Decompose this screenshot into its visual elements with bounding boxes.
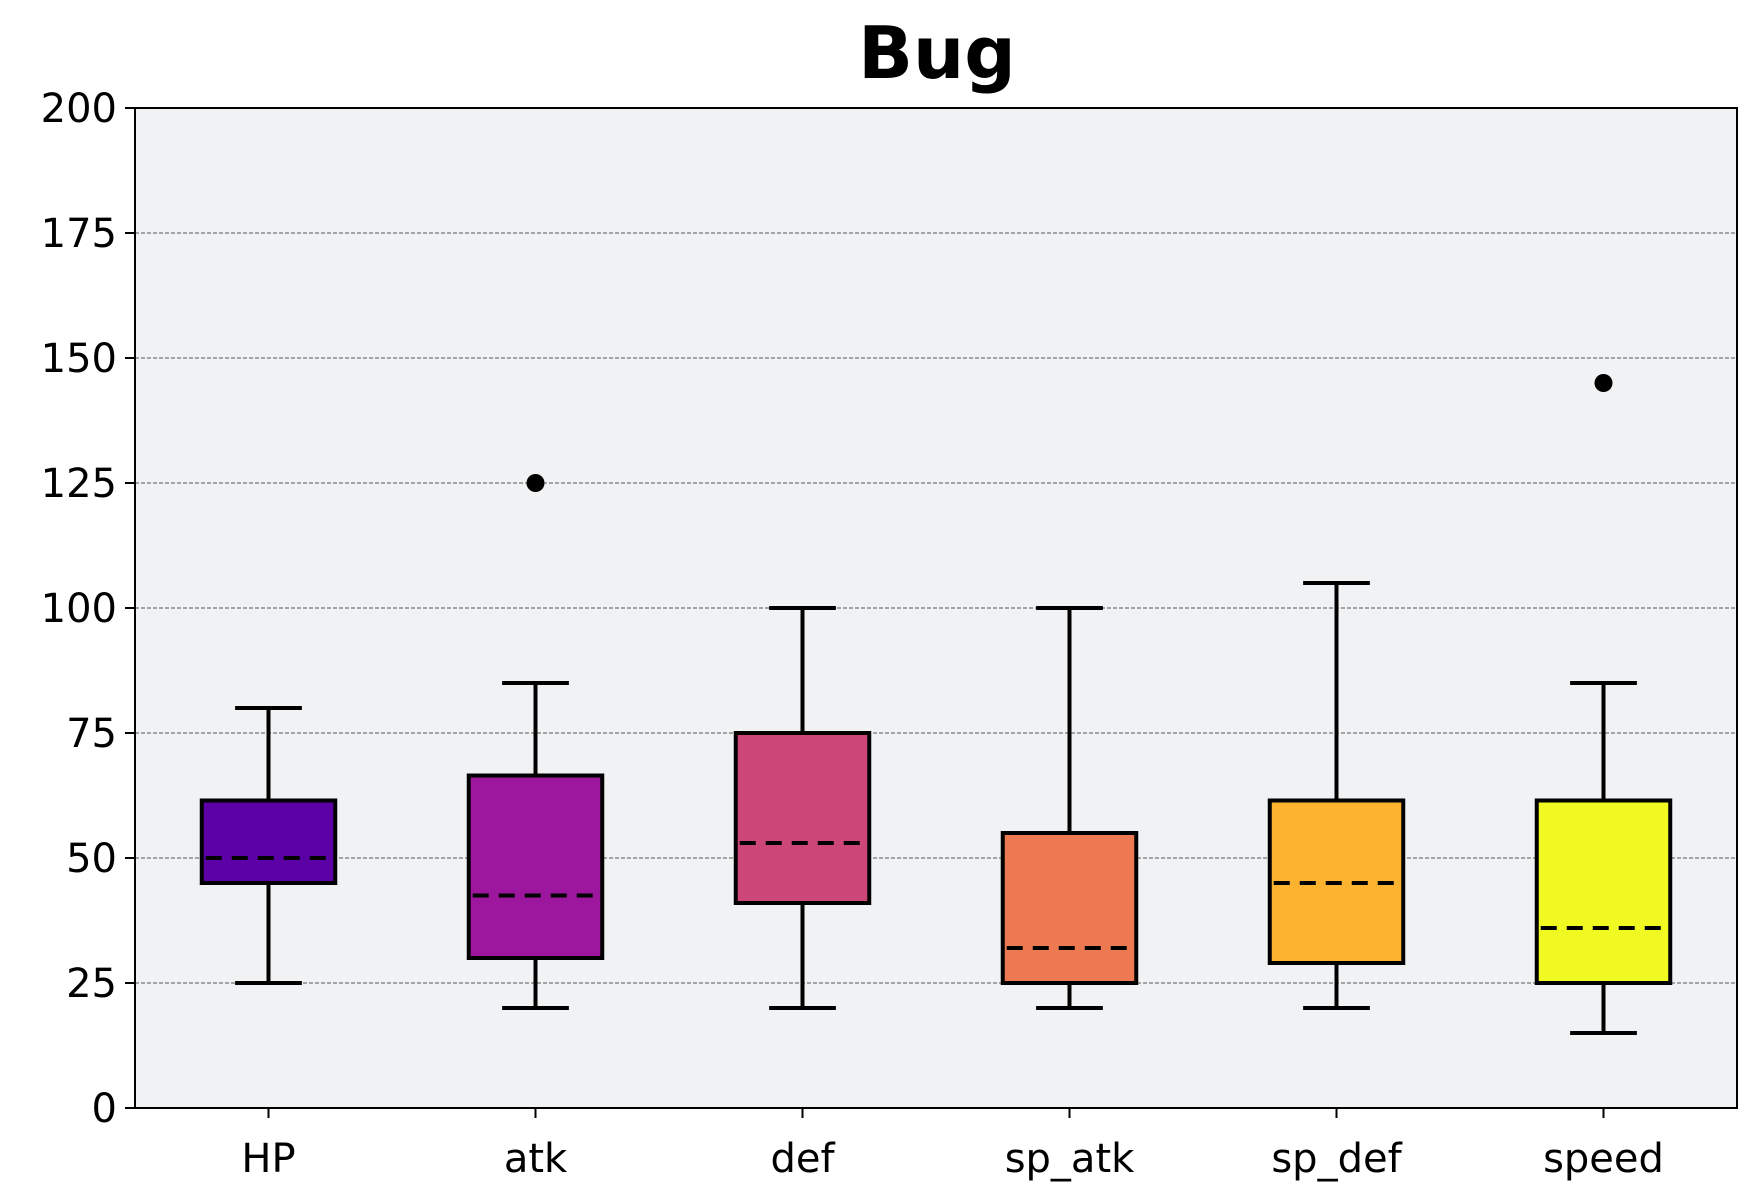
y-tick-label: 125 — [41, 461, 117, 507]
y-tick-label: 175 — [41, 211, 117, 257]
box-body — [466, 773, 605, 960]
box-speed — [1534, 374, 1673, 1035]
x-tick-label: def — [770, 1136, 835, 1182]
outlier-point — [1594, 374, 1613, 392]
box-body — [1000, 831, 1139, 985]
box-body — [1534, 798, 1673, 985]
box-HP — [199, 706, 338, 985]
y-axis: 0 25 50 75 100 125 150 175 200 — [41, 86, 135, 1132]
box-series — [199, 374, 1673, 1035]
box-atk — [466, 474, 605, 1010]
y-tick-label: 75 — [66, 711, 117, 757]
x-tick-label: sp_def — [1271, 1136, 1402, 1182]
y-tick-label: 0 — [92, 1086, 117, 1132]
outlier-point — [526, 474, 545, 492]
y-tick-label: 200 — [41, 86, 117, 132]
box-body — [733, 731, 872, 905]
x-tick-label: atk — [504, 1136, 568, 1182]
y-tick-label: 50 — [66, 836, 117, 882]
x-tick-label: sp_atk — [1005, 1136, 1135, 1182]
y-tick-label: 100 — [41, 586, 117, 632]
x-tick-label: HP — [241, 1136, 295, 1182]
box-sp-atk — [1000, 606, 1139, 1010]
y-tick-label: 25 — [66, 961, 117, 1007]
y-tick-label: 150 — [41, 336, 117, 382]
chart-title: Bug — [858, 11, 1016, 95]
grid-lines — [135, 232, 1737, 984]
x-axis: HP atk def sp_atk sp_def speed — [241, 1108, 1664, 1182]
x-tick-label: speed — [1543, 1136, 1664, 1182]
box-sp-def — [1267, 581, 1406, 1010]
box-def — [733, 606, 872, 1010]
box-body — [199, 798, 338, 885]
